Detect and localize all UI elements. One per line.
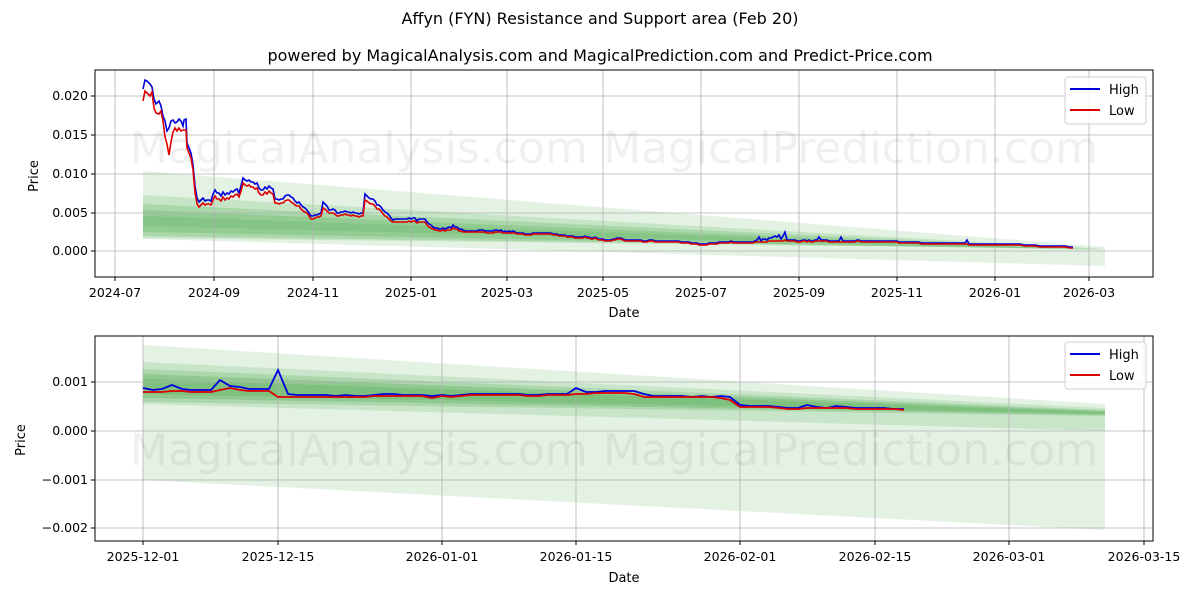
svg-text:2025-12-15: 2025-12-15: [242, 549, 315, 564]
svg-text:2024-11: 2024-11: [287, 285, 339, 300]
top-grid: [95, 70, 1153, 277]
top-chart: MagicalAnalysis.com MagicalPrediction.co…: [27, 69, 1154, 321]
legend-low-label: Low: [1109, 104, 1135, 119]
high-line: [142, 367, 904, 410]
svg-text:2025-01: 2025-01: [385, 285, 437, 300]
svg-text:0.001: 0.001: [52, 374, 88, 389]
bottom-y-ticks: 0.001 0.000 −0.001 −0.002: [42, 374, 95, 535]
bottom-chart: MagicalAnalysis.com MagicalPrediction.co…: [14, 335, 1181, 586]
top-x-ticks: 2024-07 2024-09 2024-11 2025-01 2025-03 …: [89, 277, 1115, 300]
chart-title: Affyn (FYN) Resistance and Support area …: [401, 9, 799, 28]
top-x-axis-label: Date: [608, 306, 639, 321]
bottom-legend: High Low: [1064, 341, 1147, 390]
bottom-x-ticks: 2025-12-01 2025-12-15 2026-01-01 2026-01…: [107, 541, 1181, 564]
svg-text:2025-07: 2025-07: [675, 285, 727, 300]
svg-text:2024-09: 2024-09: [188, 285, 240, 300]
low-line: [142, 89, 1073, 249]
top-bands: [143, 171, 1105, 266]
svg-text:2024-07: 2024-07: [89, 285, 141, 300]
svg-text:2026-03-15: 2026-03-15: [1108, 549, 1181, 564]
legend-low-label: Low: [1109, 369, 1135, 384]
svg-text:2025-03: 2025-03: [481, 285, 533, 300]
top-y-axis-label: Price: [27, 160, 42, 192]
svg-text:2026-03: 2026-03: [1063, 285, 1115, 300]
legend-high-label: High: [1109, 83, 1139, 98]
bottom-x-axis-label: Date: [608, 571, 639, 586]
svg-text:2026-01-15: 2026-01-15: [540, 549, 613, 564]
bottom-plot-frame: [94, 335, 1154, 542]
high-line: [142, 78, 1073, 248]
svg-text:0.010: 0.010: [52, 166, 88, 181]
svg-text:2025-09: 2025-09: [773, 285, 825, 300]
svg-text:2025-12-01: 2025-12-01: [107, 549, 180, 564]
low-line: [143, 387, 905, 411]
svg-text:2026-01: 2026-01: [969, 285, 1021, 300]
svg-text:−0.002: −0.002: [42, 520, 88, 535]
svg-text:2026-02-15: 2026-02-15: [839, 549, 912, 564]
svg-text:0.000: 0.000: [52, 243, 88, 258]
top-y-ticks: 0.020 0.015 0.010 0.005 0.000: [52, 88, 95, 258]
svg-text:−0.001: −0.001: [42, 472, 88, 487]
svg-text:2026-03-01: 2026-03-01: [973, 549, 1046, 564]
watermark: MagicalAnalysis.com: [130, 425, 588, 476]
svg-text:2026-02-01: 2026-02-01: [704, 549, 777, 564]
chart-subtitle: powered by MagicalAnalysis.com and Magic…: [267, 46, 933, 65]
bottom-y-axis-label: Price: [14, 424, 29, 456]
legend-high-label: High: [1109, 348, 1139, 363]
watermark: MagicalAnalysis.com: [130, 123, 588, 174]
bottom-bands: [143, 345, 1105, 530]
svg-text:2025-11: 2025-11: [871, 285, 923, 300]
svg-text:0.015: 0.015: [52, 127, 88, 142]
svg-text:0.000: 0.000: [52, 423, 88, 438]
svg-text:0.005: 0.005: [52, 205, 88, 220]
svg-text:0.020: 0.020: [52, 88, 88, 103]
watermark: MagicalPrediction.com: [603, 425, 1098, 476]
watermark: MagicalPrediction.com: [603, 123, 1098, 174]
top-legend: High Low: [1064, 76, 1147, 125]
svg-text:2025-05: 2025-05: [577, 285, 629, 300]
svg-text:2026-01-01: 2026-01-01: [406, 549, 479, 564]
